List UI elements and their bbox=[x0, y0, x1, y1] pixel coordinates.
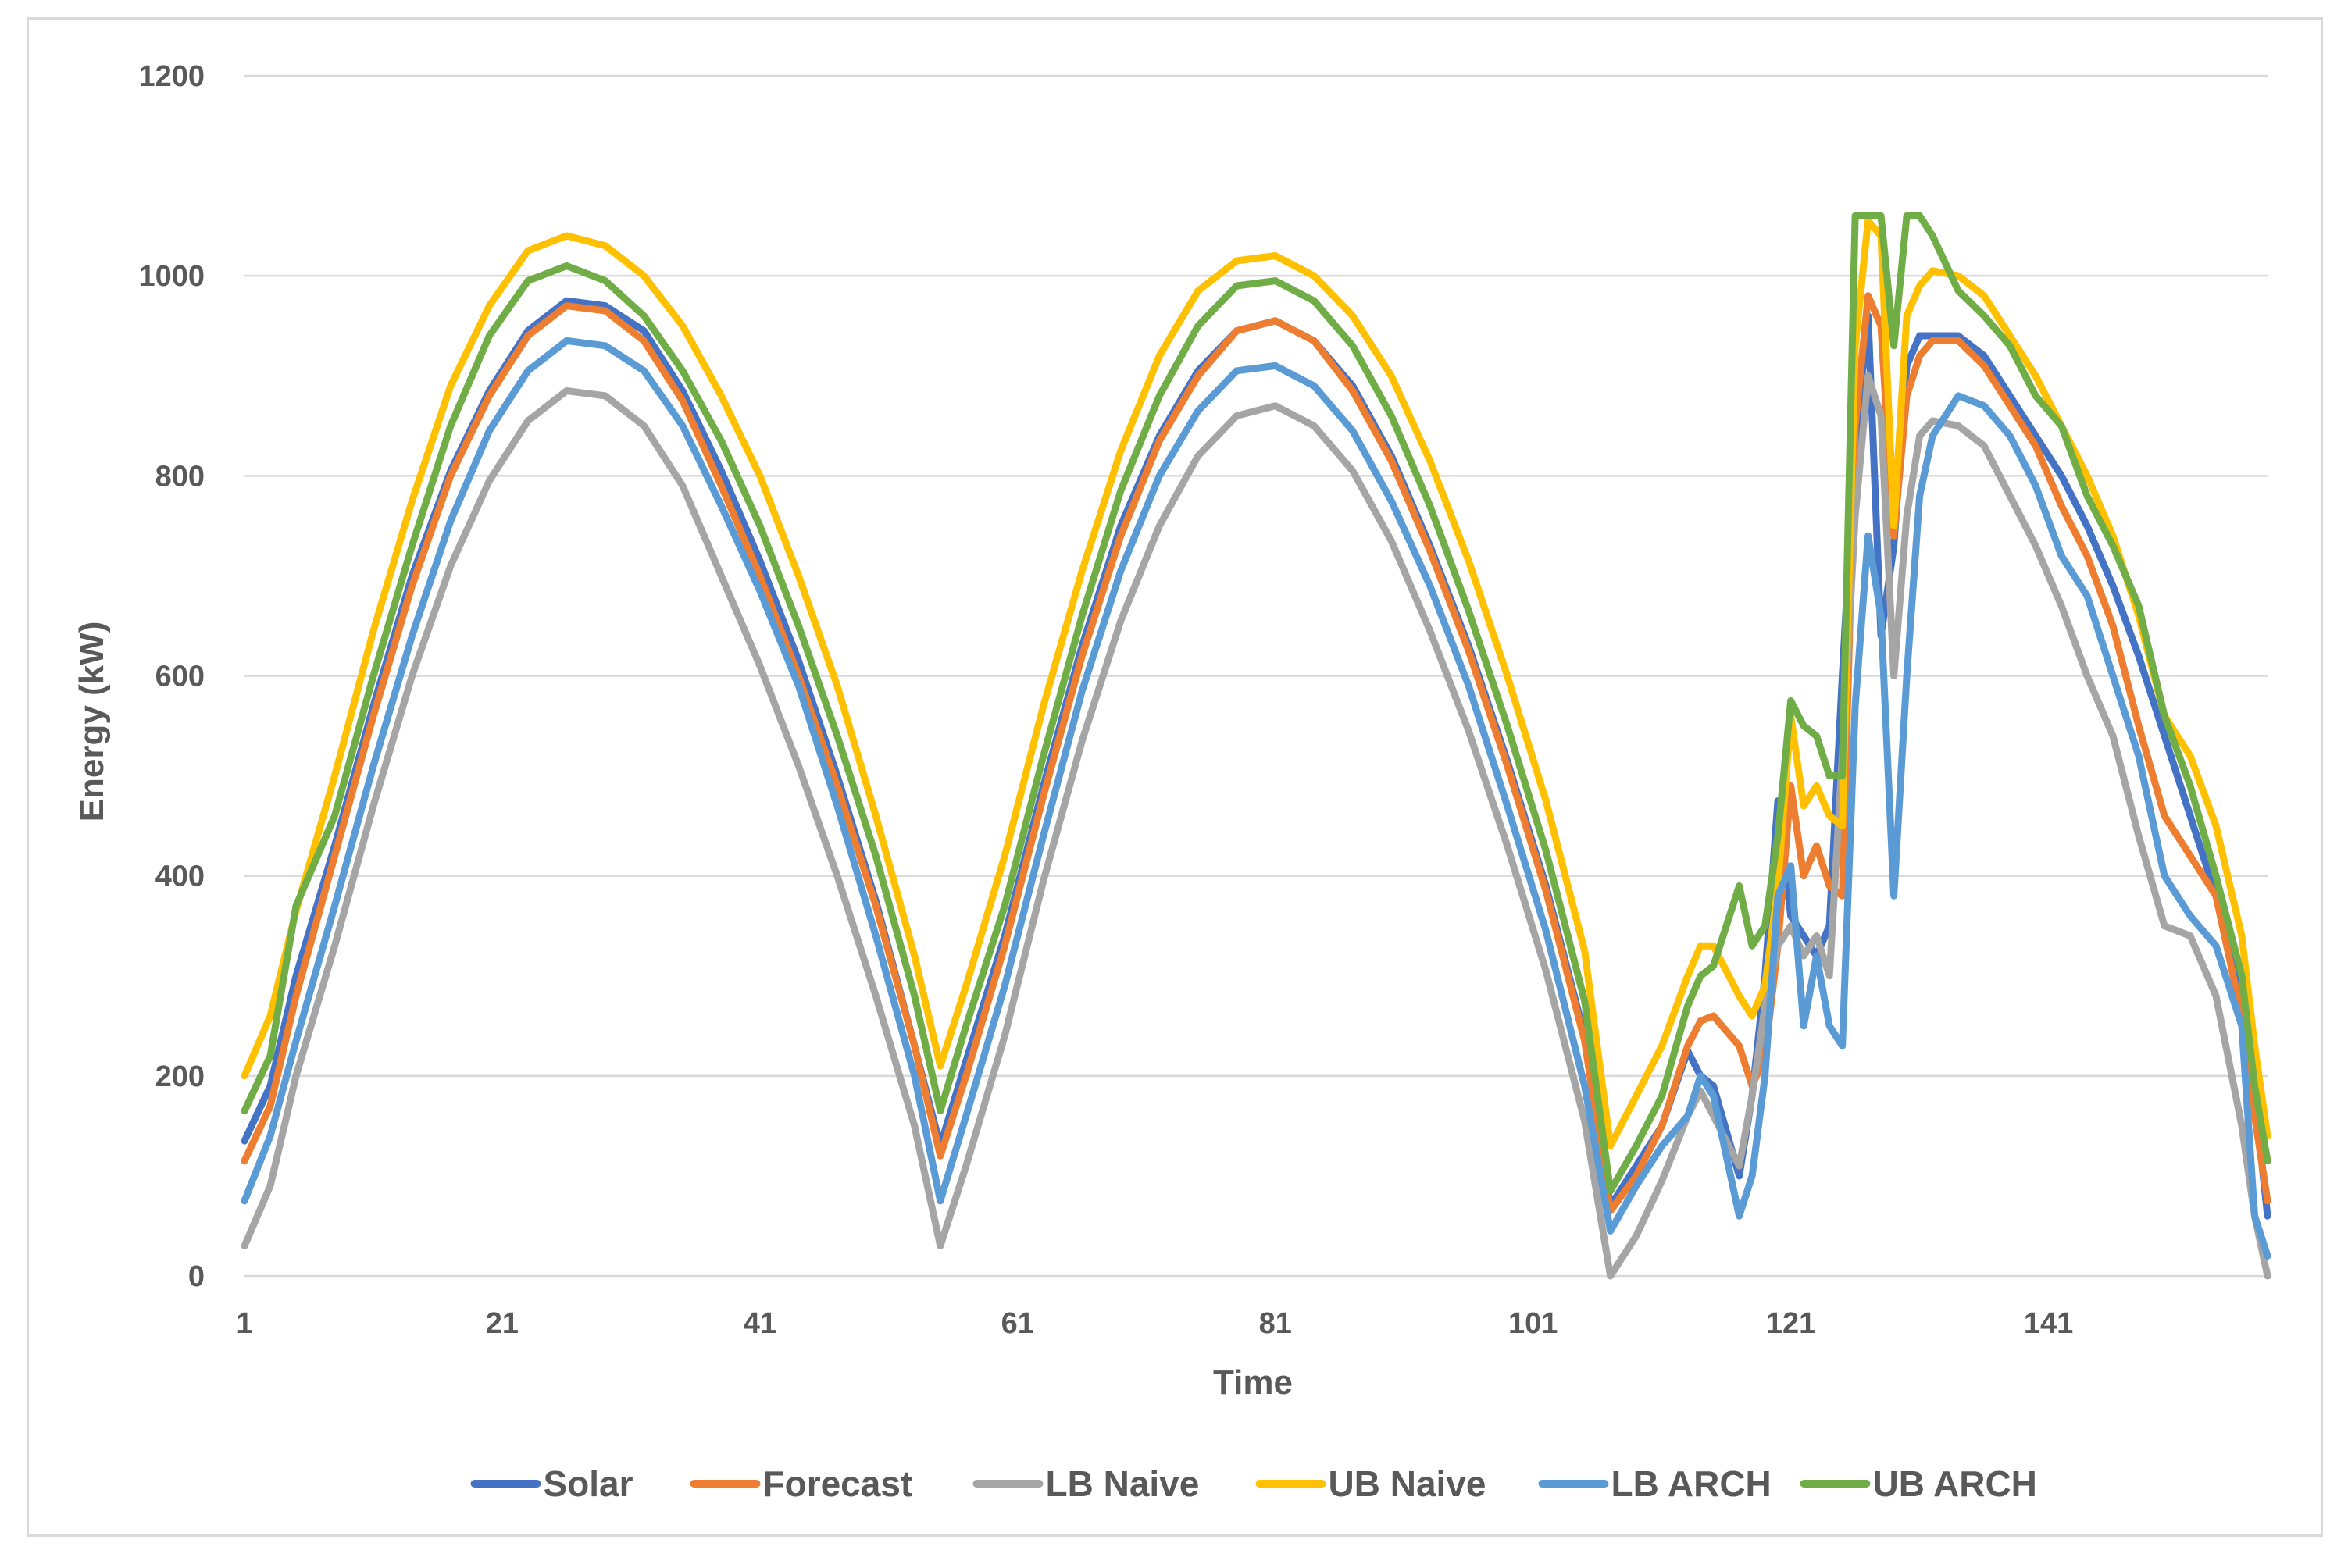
series-line-forecast bbox=[241, 292, 2271, 1215]
series-line-lb-arch bbox=[241, 337, 2271, 1260]
legend-label: UB ARCH bbox=[1873, 1463, 2037, 1504]
x-tick-label: 141 bbox=[2024, 1307, 2073, 1340]
y-axis-ticks: 0 200 400 600 800 1000 1200 bbox=[138, 60, 205, 1293]
y-tick-label: 1200 bbox=[138, 60, 205, 93]
series-line-solar bbox=[241, 297, 2271, 1220]
legend-label: LB Naive bbox=[1046, 1463, 1200, 1504]
legend-item-lb-naive: LB Naive bbox=[972, 1463, 1200, 1504]
x-tick-label: 81 bbox=[1259, 1307, 1292, 1340]
x-tick-label: 121 bbox=[1766, 1307, 1815, 1340]
legend-item-lb-arch: LB ARCH bbox=[1538, 1463, 1772, 1504]
legend-label: Solar bbox=[544, 1463, 633, 1504]
x-tick-label: 61 bbox=[1001, 1307, 1034, 1340]
legend-label: Forecast bbox=[763, 1463, 913, 1504]
y-tick-label: 200 bbox=[155, 1060, 205, 1093]
series-line-lb-naive bbox=[241, 372, 2271, 1280]
legend-item-forecast: Forecast bbox=[690, 1463, 913, 1504]
legend-label: LB ARCH bbox=[1611, 1463, 1772, 1504]
legend: Solar Forecast LB Naive UB Naive LB ARCH UB A… bbox=[470, 1463, 2037, 1504]
y-tick-label: 600 bbox=[155, 661, 205, 693]
x-tick-label: 1 bbox=[236, 1307, 252, 1340]
legend-item-solar: Solar bbox=[470, 1463, 633, 1504]
y-tick-label: 0 bbox=[188, 1260, 205, 1293]
x-axis-title: Time bbox=[1213, 1363, 1293, 1402]
legend-item-ub-arch: UB ARCH bbox=[1800, 1463, 2037, 1504]
legend-item-ub-naive: UB Naive bbox=[1255, 1463, 1486, 1504]
series-line-ub-arch bbox=[241, 212, 2271, 1195]
y-tick-label: 1000 bbox=[138, 260, 205, 293]
legend-label: UB Naive bbox=[1329, 1463, 1486, 1504]
x-tick-label: 41 bbox=[744, 1307, 776, 1340]
x-axis-ticks: 1 21 41 61 81 101 121 141 bbox=[236, 1307, 2073, 1340]
x-tick-label: 101 bbox=[1508, 1307, 1558, 1340]
series-lines bbox=[241, 212, 2271, 1280]
y-axis-title: Energy (kW) bbox=[73, 622, 111, 822]
y-tick-label: 800 bbox=[155, 460, 205, 493]
series-line-ub-naive bbox=[241, 217, 2271, 1149]
y-tick-label: 400 bbox=[155, 861, 205, 893]
x-tick-label: 21 bbox=[486, 1307, 519, 1340]
